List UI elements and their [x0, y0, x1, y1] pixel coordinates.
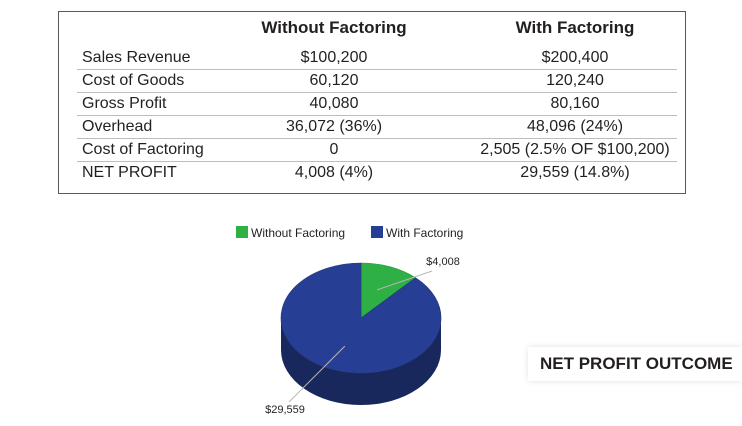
row-divider: [77, 92, 677, 93]
row-label-sales-revenue: Sales Revenue: [82, 49, 191, 66]
cell-sales-revenue-with: $200,400: [541, 49, 609, 66]
column-header-without-factoring: Without Factoring: [261, 18, 407, 37]
data-label-1: $29,559: [265, 404, 305, 416]
cell-sales-revenue-without: $100,200: [300, 49, 368, 66]
row-label-overhead: Overhead: [82, 118, 153, 135]
row-divider: [77, 161, 677, 162]
data-label-0: $4,008: [426, 256, 460, 268]
cell-cost-of-goods-without: 60,120: [309, 72, 359, 89]
leader-line-0: [376, 270, 433, 291]
pie-slice-1: [280, 262, 442, 374]
comparison-table: Without Factoring With Factoring Sales R…: [58, 11, 686, 194]
legend-swatch-0: [236, 226, 248, 238]
cell-cost-of-goods-with: 120,240: [546, 72, 604, 89]
legend-label-1: With Factoring: [386, 226, 463, 240]
cell-overhead-without: 36,072 (36%): [285, 118, 383, 135]
leader-line-1: [288, 345, 346, 403]
chart-title: NET PROFIT OUTCOME: [528, 347, 742, 381]
cell-gross-profit-without: 40,080: [309, 95, 359, 112]
row-divider: [77, 115, 677, 116]
row-divider: [77, 69, 677, 70]
cell-cost-of-factoring-without: 0: [329, 141, 339, 158]
row-label-cost-of-factoring: Cost of Factoring: [82, 141, 204, 158]
row-label-net-profit: NET PROFIT: [82, 164, 177, 181]
cell-cost-of-factoring-with: 2,505 (2.5% OF $100,200): [480, 141, 670, 158]
column-header-with-factoring: With Factoring: [515, 18, 635, 37]
cell-overhead-with: 48,096 (24%): [526, 118, 624, 135]
pie-side-1-0: [281, 318, 441, 405]
cell-net-profit-with: 29,559 (14.8%): [520, 164, 630, 181]
legend-swatch-1: [371, 226, 383, 238]
row-label-cost-of-goods: Cost of Goods: [82, 72, 185, 89]
row-divider: [77, 138, 677, 139]
legend-label-0: Without Factoring: [251, 226, 345, 240]
cell-net-profit-without: 4,008 (4%): [294, 164, 374, 181]
cell-gross-profit-with: 80,160: [550, 95, 600, 112]
row-label-gross-profit: Gross Profit: [82, 95, 167, 112]
